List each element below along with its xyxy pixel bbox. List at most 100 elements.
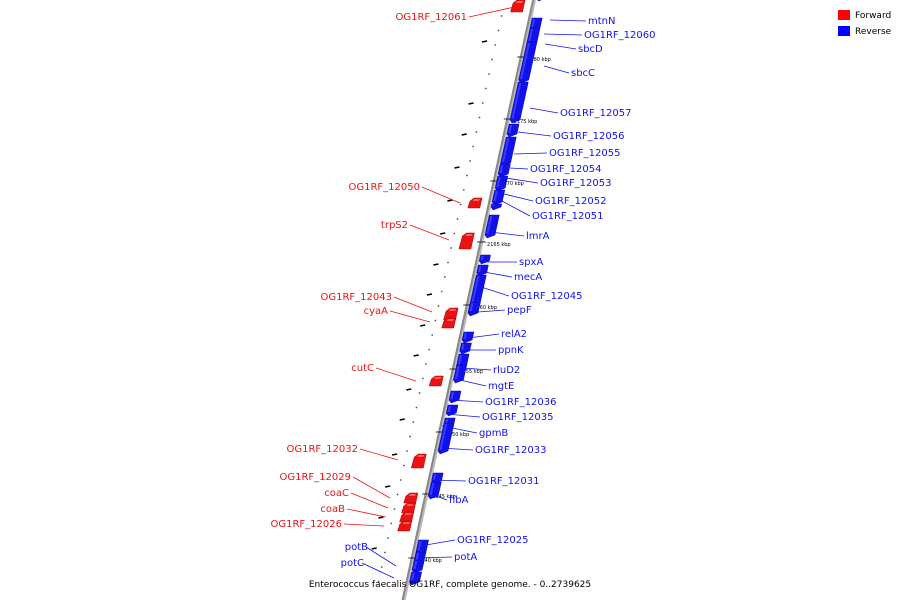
strand-dot — [406, 450, 408, 452]
leader-line — [343, 523, 385, 527]
leader-line — [467, 333, 500, 339]
gene-label-OG1RF_12031: OG1RF_12031 — [468, 476, 540, 487]
gene-label-lmrA: lmrA — [526, 231, 550, 242]
reverse-gene-highlight — [447, 406, 451, 412]
reverse-gene-relA2 — [461, 331, 475, 344]
legend-forward-label: Forward — [855, 11, 891, 21]
scale-tick-label: 2165 kbp — [487, 242, 511, 248]
strand-dot — [425, 363, 427, 365]
forward-strand-dashes — [371, 40, 488, 550]
label-leader-lines — [343, 5, 587, 579]
scale-tick-label: 2170 kbp — [500, 181, 524, 187]
forward-gene-trpS2 — [458, 232, 475, 250]
leader-line — [352, 476, 391, 499]
leader-line — [544, 43, 577, 50]
strand-dot — [390, 522, 393, 525]
reverse-gene-ppnK — [459, 342, 472, 355]
reverse-gene-highlight — [417, 541, 422, 551]
reverse-gene-OG1RF_12036 — [448, 390, 462, 404]
strand-dash — [420, 324, 426, 327]
gene-label-OG1RF_12061: OG1RF_12061 — [396, 12, 468, 23]
leader-line — [375, 367, 417, 382]
reverse-gene-highlight — [461, 344, 465, 350]
reverse-gene-highlight — [432, 474, 437, 480]
gene-features — [397, 0, 543, 586]
strand-dash — [385, 485, 391, 488]
strand-dash — [371, 547, 377, 550]
gene-label-fibA: fibA — [449, 495, 469, 506]
strand-dash — [440, 232, 446, 235]
scale-tick-label: 2160 kbp — [473, 305, 497, 311]
strand-dot — [440, 290, 443, 293]
scale-tick-label: 2145 kbp — [432, 494, 456, 500]
leader-line — [529, 107, 559, 114]
gene-label-OG1RF_12054: OG1RF_12054 — [530, 164, 602, 175]
leader-line — [389, 310, 431, 323]
gene-label-mtnN: mtnN — [588, 16, 615, 27]
leader-line — [505, 177, 539, 184]
leader-line — [517, 131, 552, 137]
scale-tick-label: 2175 kbp — [514, 119, 538, 125]
strand-dot — [409, 435, 411, 438]
strand-dash — [426, 293, 433, 296]
gene-label-mecA: mecA — [514, 272, 542, 283]
strand-dot — [469, 160, 471, 162]
legend-reverse-swatch — [838, 26, 850, 36]
reverse-gene-highlight — [531, 19, 536, 27]
strand-dash — [399, 418, 405, 421]
reverse-gene-highlight — [439, 424, 448, 450]
gene-label-gpmB: gpmB — [479, 428, 508, 439]
gene-label-potC: potC — [341, 558, 364, 569]
reverse-gene-highlight — [528, 29, 533, 41]
gene-label-OG1RF_12055: OG1RF_12055 — [549, 148, 621, 159]
leader-line — [503, 193, 534, 202]
strand-dot — [415, 406, 418, 409]
reverse-gene-highlight — [413, 561, 418, 569]
strand-dot — [478, 116, 481, 119]
strand-dot — [491, 58, 493, 61]
reverse-gene-highlight — [508, 125, 513, 133]
forward-gene-highlight — [473, 199, 480, 201]
strand-dot — [396, 493, 399, 496]
reverse-gene-highlight — [520, 43, 530, 79]
strand-dash — [378, 516, 384, 519]
gene-labels: mtnN OG1RF_12060 sbcD sbcC OG1RF_12057 OG1RF_… — [271, 12, 656, 569]
gene-label-OG1RF_12043: OG1RF_12043 — [321, 292, 393, 303]
leader-line — [543, 33, 583, 36]
backbone-line — [401, 0, 535, 600]
reverse-gene-highlight — [486, 216, 493, 234]
reverse-gene-highlight — [511, 83, 522, 119]
reverse-gene-highlight — [450, 392, 454, 399]
leader-line — [421, 186, 461, 204]
strand-dot — [472, 145, 475, 148]
legend-forward-swatch — [838, 10, 850, 20]
strand-dash — [468, 102, 474, 105]
strand-dot — [456, 218, 459, 220]
gene-label-OG1RF_12060: OG1RF_12060 — [584, 30, 656, 41]
leader-line — [409, 224, 450, 241]
reverse-gene-highlight — [480, 256, 484, 260]
gene-label-OG1RF_12036: OG1RF_12036 — [485, 397, 557, 408]
gene-label-cyaA: cyaA — [364, 306, 389, 317]
forward-strand-dots — [377, 15, 503, 583]
reverse-gene-highlight — [478, 266, 482, 272]
strand-dot — [462, 189, 465, 191]
leader-line — [359, 448, 399, 461]
strand-dot — [402, 464, 405, 467]
strand-dot — [443, 276, 446, 278]
reverse-gene-highlight — [492, 205, 495, 206]
genome-backbone — [401, 0, 537, 600]
gene-label-OG1RF_12029: OG1RF_12029 — [280, 472, 352, 483]
forward-gene-OG1RF_12032 — [410, 453, 427, 469]
strand-dot — [434, 319, 437, 322]
reverse-gene-highlight — [469, 303, 474, 311]
forward-gene-highlight — [449, 309, 457, 311]
reverse-gene-OG1RF_12056 — [506, 123, 520, 138]
legend-reverse-label: Reverse — [855, 27, 892, 37]
strand-dot — [488, 73, 490, 75]
gene-label-OG1RF_12053: OG1RF_12053 — [540, 178, 612, 189]
gene-label-rluD2: rluD2 — [493, 365, 520, 376]
reverse-gene-OG1RF_12054 — [497, 163, 511, 178]
gene-label-potB: potB — [345, 542, 368, 553]
strand-dash — [391, 453, 398, 456]
